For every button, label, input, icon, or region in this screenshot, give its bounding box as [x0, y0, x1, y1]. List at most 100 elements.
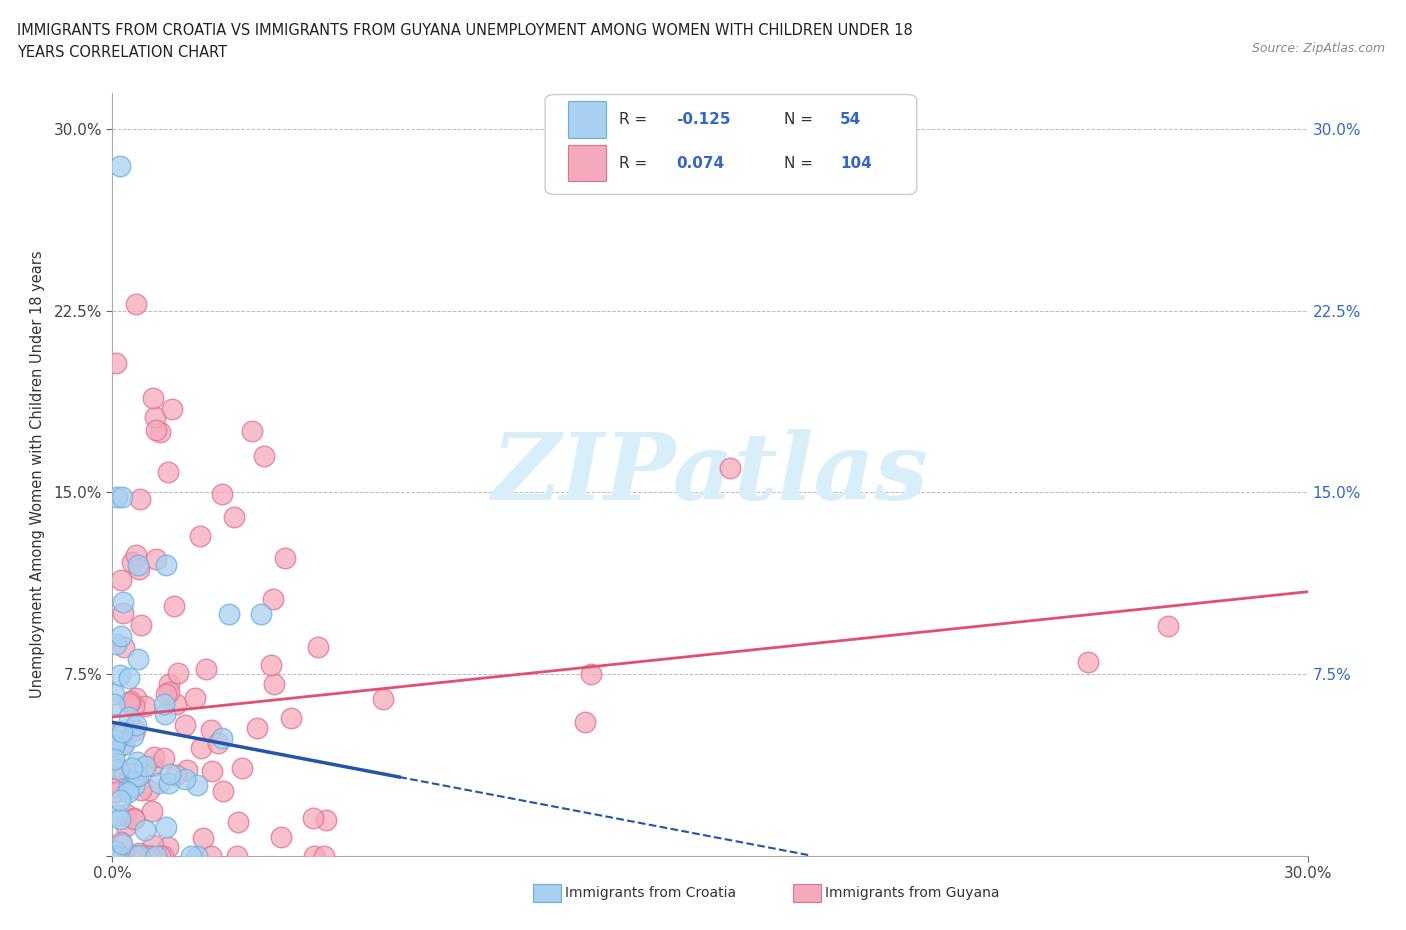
Point [200, 848, 222, 863]
Point [122, 766, 145, 781]
Point [273, 551, 295, 565]
Point [141, 804, 163, 818]
Point [127, 558, 149, 573]
Point [108, 667, 131, 682]
Point [222, 510, 245, 525]
Point [107, 724, 129, 739]
Text: Immigrants from Guyana: Immigrants from Guyana [825, 885, 1000, 900]
Point [134, 822, 156, 837]
Point [157, 684, 180, 699]
Point [212, 783, 235, 798]
Point [157, 840, 180, 855]
Point [159, 766, 181, 781]
Point [115, 818, 138, 833]
Point [129, 783, 152, 798]
Point [111, 490, 134, 505]
Point [153, 707, 176, 722]
Point [157, 464, 180, 479]
Point [157, 776, 180, 790]
Point [145, 848, 167, 863]
Point [201, 764, 224, 778]
Point [121, 761, 143, 776]
Point [148, 776, 170, 790]
Point [174, 717, 197, 732]
Point [103, 848, 125, 863]
Point [186, 848, 208, 863]
Point [186, 777, 208, 792]
Point [110, 628, 132, 643]
Point [149, 848, 172, 863]
Point [207, 736, 229, 751]
Point [1157, 618, 1180, 633]
Point [125, 717, 148, 732]
Point [134, 848, 156, 863]
Point [211, 486, 233, 501]
Point [108, 158, 131, 173]
Point [260, 658, 283, 672]
Point [112, 595, 135, 610]
Point [125, 691, 148, 706]
Point [1077, 655, 1099, 670]
Point [128, 845, 150, 860]
Point [127, 848, 149, 863]
Point [134, 698, 156, 713]
Point [145, 551, 167, 566]
Point [176, 763, 198, 777]
Point [104, 848, 127, 863]
Point [112, 765, 135, 780]
FancyBboxPatch shape [546, 95, 917, 194]
Point [122, 729, 145, 744]
Point [132, 848, 155, 863]
Point [124, 723, 146, 737]
Point [240, 423, 263, 438]
Point [107, 762, 129, 777]
Point [105, 780, 128, 795]
Text: N =: N = [785, 155, 813, 171]
Point [103, 738, 125, 753]
Point [120, 693, 142, 708]
Point [122, 810, 145, 825]
Y-axis label: Unemployment Among Women with Children Under 18 years: Unemployment Among Women with Children U… [31, 250, 45, 698]
Point [136, 848, 159, 863]
Point [125, 769, 148, 784]
Point [108, 812, 131, 827]
Point [152, 848, 174, 863]
Point [105, 355, 128, 370]
FancyBboxPatch shape [568, 145, 606, 181]
FancyBboxPatch shape [568, 101, 606, 138]
Point [128, 848, 150, 863]
Point [160, 402, 183, 417]
Point [218, 607, 240, 622]
Point [121, 555, 143, 570]
Point [131, 618, 153, 632]
Point [110, 728, 132, 743]
Point [579, 667, 602, 682]
Point [145, 423, 167, 438]
Point [149, 424, 172, 439]
Point [103, 697, 125, 711]
Point [134, 758, 156, 773]
Text: 104: 104 [841, 155, 872, 171]
Text: 54: 54 [841, 112, 862, 126]
Text: Immigrants from Croatia: Immigrants from Croatia [565, 885, 737, 900]
Point [117, 781, 139, 796]
Point [312, 848, 335, 863]
Text: R =: R = [619, 155, 647, 171]
Point [117, 784, 139, 799]
Point [122, 778, 145, 793]
Point [112, 737, 135, 751]
Point [129, 491, 152, 506]
Point [118, 671, 141, 685]
Point [246, 721, 269, 736]
Point [191, 830, 214, 845]
Point [167, 666, 190, 681]
Point [250, 606, 273, 621]
Point [180, 848, 202, 863]
Point [117, 710, 139, 724]
Point [105, 490, 128, 505]
Point [157, 677, 180, 692]
Point [118, 696, 141, 711]
Point [195, 661, 218, 676]
Point [155, 820, 177, 835]
Point [301, 810, 323, 825]
